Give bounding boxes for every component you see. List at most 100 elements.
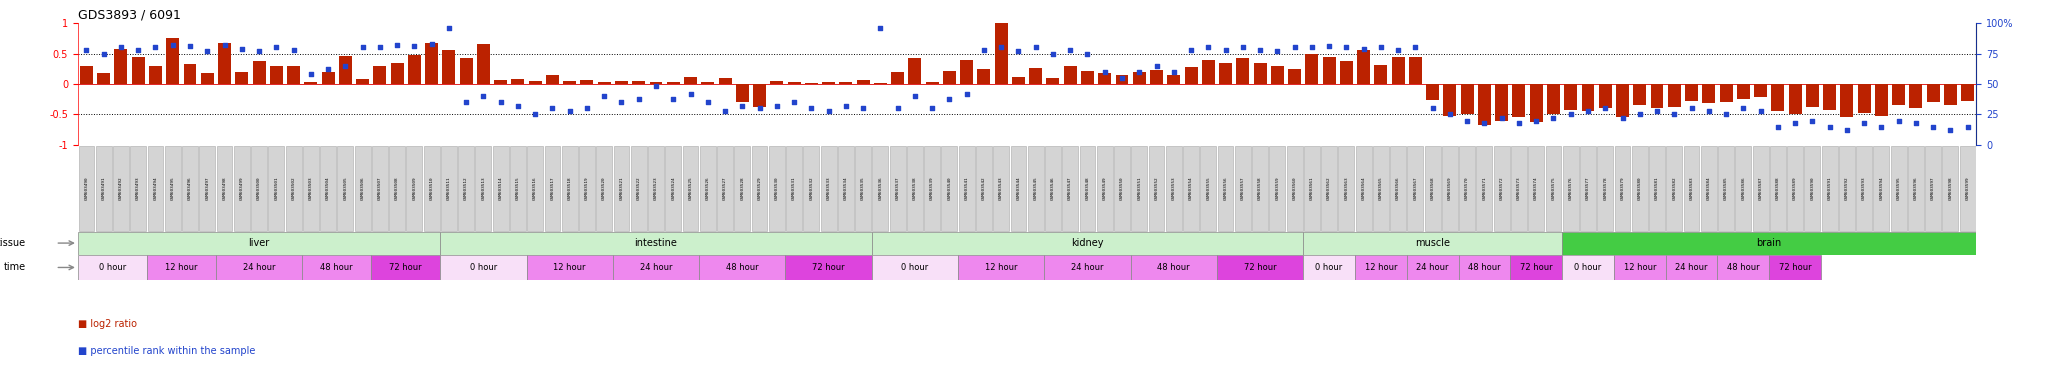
Text: GSM603534: GSM603534 xyxy=(844,176,848,200)
Bar xyxy=(735,84,750,102)
Bar xyxy=(700,82,715,84)
FancyBboxPatch shape xyxy=(1079,146,1096,231)
Bar xyxy=(1634,84,1647,105)
Text: time: time xyxy=(4,262,27,273)
Text: GSM603537: GSM603537 xyxy=(895,176,899,200)
Bar xyxy=(1151,70,1163,84)
Bar xyxy=(1047,78,1059,84)
FancyBboxPatch shape xyxy=(561,146,578,231)
Point xyxy=(1434,111,1466,118)
Point xyxy=(778,99,811,105)
Bar xyxy=(1305,53,1319,84)
FancyBboxPatch shape xyxy=(1217,255,1303,280)
FancyBboxPatch shape xyxy=(1356,146,1372,231)
Text: GSM603529: GSM603529 xyxy=(758,176,762,200)
FancyBboxPatch shape xyxy=(872,232,1303,255)
FancyBboxPatch shape xyxy=(371,255,440,280)
Bar xyxy=(1772,84,1784,111)
Text: GSM603505: GSM603505 xyxy=(344,176,348,200)
FancyBboxPatch shape xyxy=(821,146,836,231)
Bar xyxy=(1393,57,1405,84)
Point xyxy=(760,103,793,109)
Bar xyxy=(1753,84,1767,98)
Point xyxy=(1192,44,1225,50)
FancyBboxPatch shape xyxy=(1960,146,1976,231)
Bar xyxy=(236,72,248,84)
Text: GSM603544: GSM603544 xyxy=(1016,176,1020,200)
FancyBboxPatch shape xyxy=(1458,255,1509,280)
Text: GSM603588: GSM603588 xyxy=(1776,176,1780,200)
Text: GSM603532: GSM603532 xyxy=(809,176,813,200)
Text: GSM603508: GSM603508 xyxy=(395,176,399,200)
Text: GSM603507: GSM603507 xyxy=(379,176,381,200)
Point xyxy=(1020,44,1053,50)
Text: GSM603523: GSM603523 xyxy=(653,176,657,200)
Point xyxy=(985,44,1018,50)
FancyBboxPatch shape xyxy=(580,146,594,231)
FancyBboxPatch shape xyxy=(373,146,387,231)
Point xyxy=(483,99,516,105)
Point xyxy=(588,93,621,99)
FancyBboxPatch shape xyxy=(215,255,303,280)
Bar xyxy=(287,66,301,84)
FancyBboxPatch shape xyxy=(1303,232,1563,255)
Text: GSM603593: GSM603593 xyxy=(1862,176,1866,200)
FancyBboxPatch shape xyxy=(1925,146,1942,231)
FancyBboxPatch shape xyxy=(768,146,784,231)
Bar xyxy=(1927,84,1939,102)
Text: GSM603589: GSM603589 xyxy=(1794,176,1796,200)
Bar xyxy=(942,71,956,84)
Bar xyxy=(1530,84,1542,122)
FancyBboxPatch shape xyxy=(1028,146,1044,231)
FancyBboxPatch shape xyxy=(1460,146,1475,231)
Bar xyxy=(770,81,782,84)
Bar xyxy=(131,56,145,84)
FancyBboxPatch shape xyxy=(1184,146,1198,231)
Text: 12 hour: 12 hour xyxy=(1624,263,1657,272)
FancyBboxPatch shape xyxy=(338,146,352,231)
FancyBboxPatch shape xyxy=(1425,146,1440,231)
FancyBboxPatch shape xyxy=(1305,146,1319,231)
FancyBboxPatch shape xyxy=(1735,146,1751,231)
Point xyxy=(190,48,223,54)
FancyBboxPatch shape xyxy=(1063,146,1077,231)
Text: GSM603541: GSM603541 xyxy=(965,176,969,200)
Point xyxy=(553,108,586,114)
Bar xyxy=(252,61,266,84)
Bar xyxy=(1546,84,1561,114)
Text: GSM603524: GSM603524 xyxy=(672,176,676,200)
Point xyxy=(1227,44,1260,50)
Text: GSM603538: GSM603538 xyxy=(913,176,918,200)
FancyBboxPatch shape xyxy=(1632,146,1649,231)
FancyBboxPatch shape xyxy=(786,146,803,231)
Bar xyxy=(856,80,870,84)
Bar xyxy=(338,56,352,84)
FancyBboxPatch shape xyxy=(924,146,940,231)
Point xyxy=(657,96,690,102)
FancyBboxPatch shape xyxy=(838,146,854,231)
Point xyxy=(1141,63,1174,69)
Bar xyxy=(1063,66,1077,84)
Point xyxy=(1520,118,1552,124)
FancyBboxPatch shape xyxy=(319,146,336,231)
Point xyxy=(1831,127,1864,133)
Text: 24 hour: 24 hour xyxy=(639,263,672,272)
Bar xyxy=(719,78,731,84)
Bar xyxy=(1237,58,1249,84)
FancyBboxPatch shape xyxy=(1546,146,1561,231)
Point xyxy=(1745,108,1778,114)
Point xyxy=(1055,47,1087,53)
Bar xyxy=(442,50,455,84)
Bar xyxy=(1651,84,1663,108)
Bar xyxy=(459,58,473,84)
FancyBboxPatch shape xyxy=(1563,232,1976,255)
Point xyxy=(1157,69,1190,75)
Point xyxy=(242,48,274,54)
Bar xyxy=(598,82,610,84)
Text: GSM603558: GSM603558 xyxy=(1257,176,1262,200)
Bar xyxy=(1909,84,1923,108)
FancyBboxPatch shape xyxy=(1890,146,1907,231)
Text: GSM603554: GSM603554 xyxy=(1190,176,1194,200)
FancyBboxPatch shape xyxy=(78,255,147,280)
Point xyxy=(260,44,293,50)
